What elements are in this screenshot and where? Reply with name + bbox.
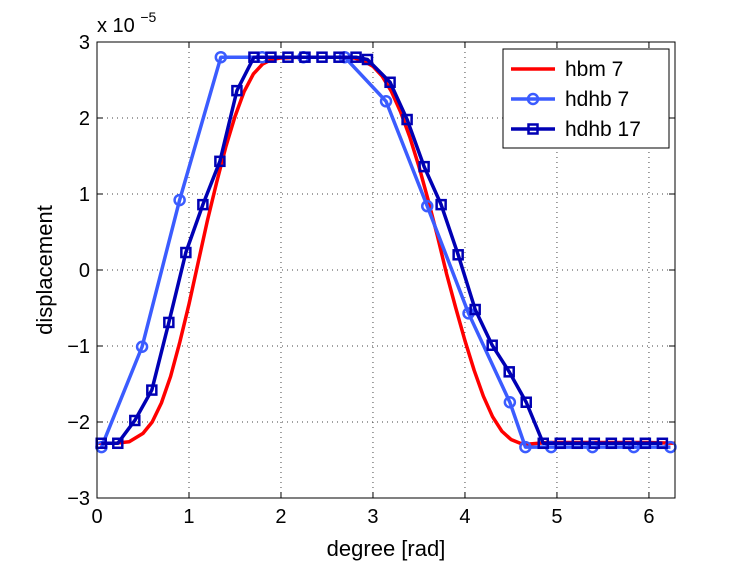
- square-marker: [401, 113, 413, 126]
- square-marker: [435, 198, 447, 211]
- square-marker: [503, 366, 515, 378]
- square-marker: [418, 160, 430, 173]
- square-marker: [180, 246, 192, 259]
- circle-marker: [214, 50, 228, 64]
- circle-marker: [173, 193, 186, 207]
- legend-item: hdhb 17: [511, 118, 641, 141]
- square-marker: [571, 437, 584, 450]
- y-axis-label: displacement: [32, 205, 57, 335]
- square-marker: [299, 51, 311, 63]
- square-marker: [333, 51, 345, 63]
- y-tick-label: 1: [79, 184, 90, 206]
- y-tick-label: −3: [67, 488, 90, 510]
- y-multiplier-base: x 10: [97, 15, 135, 37]
- y-multiplier-label: x 10 −5: [97, 9, 157, 37]
- square-marker: [656, 437, 669, 450]
- square-marker: [520, 396, 532, 408]
- x-tick-label: 5: [551, 506, 562, 528]
- square-marker: [282, 51, 294, 63]
- square-marker: [248, 51, 260, 63]
- square-marker: [588, 437, 601, 450]
- square-marker: [537, 437, 549, 450]
- square-marker: [265, 51, 277, 63]
- series-3: [95, 51, 669, 450]
- y-tick-label: −2: [67, 412, 90, 434]
- axis-labels: degree [rad] displacement x 10 −5: [32, 9, 445, 561]
- circle-marker: [503, 395, 517, 409]
- square-marker: [452, 249, 464, 261]
- square-marker: [146, 384, 158, 396]
- square-marker: [129, 414, 141, 427]
- x-tick-label: 3: [367, 506, 378, 528]
- square-marker: [384, 76, 396, 89]
- square-marker: [639, 437, 652, 450]
- legend-marker: [527, 123, 539, 135]
- legend-item: hdhb 7: [511, 88, 629, 111]
- legend: hbm 7 hdhb 7 hdhb 17: [502, 48, 670, 149]
- y-tick-label: 0: [79, 260, 90, 282]
- square-marker: [231, 84, 243, 97]
- square-marker: [197, 198, 209, 211]
- circle-marker: [135, 340, 149, 354]
- square-marker: [112, 437, 124, 450]
- series-line: [101, 55, 663, 446]
- x-axis-label: degree [rad]: [327, 536, 446, 561]
- y-multiplier-exponent: −5: [140, 9, 156, 25]
- x-tick-label: 0: [91, 506, 102, 528]
- legend-label: hbm 7: [565, 58, 623, 81]
- square-marker: [486, 339, 498, 351]
- square-marker: [361, 53, 374, 66]
- ticks: 0 1 2 3 4 5 6 −3 −2 −1 0 1 2 3: [67, 32, 675, 528]
- x-tick-label: 1: [183, 506, 194, 528]
- series-layer: [95, 50, 677, 454]
- x-tick-label: 2: [275, 506, 286, 528]
- y-tick-label: 3: [79, 32, 90, 54]
- legend-items: hbm 7 hdhb 7 hdhb 17: [511, 58, 641, 141]
- circle-marker: [379, 95, 393, 108]
- circle-marker: [519, 440, 532, 454]
- x-tick-label: 4: [459, 506, 470, 528]
- circle-marker: [420, 199, 434, 213]
- square-marker: [622, 437, 635, 450]
- square-marker: [214, 155, 226, 168]
- legend-label: hdhb 17: [565, 118, 641, 141]
- legend-marker: [526, 92, 540, 106]
- square-marker: [316, 51, 328, 63]
- square-marker: [163, 316, 175, 329]
- legend-item: hbm 7: [511, 58, 623, 81]
- y-tick-label: −1: [67, 336, 90, 358]
- square-marker: [605, 437, 618, 450]
- square-marker: [554, 437, 567, 450]
- square-marker: [469, 303, 481, 316]
- legend-label: hdhb 7: [565, 88, 629, 111]
- square-marker: [350, 51, 362, 63]
- x-tick-label: 6: [643, 506, 654, 528]
- y-tick-label: 2: [79, 108, 90, 130]
